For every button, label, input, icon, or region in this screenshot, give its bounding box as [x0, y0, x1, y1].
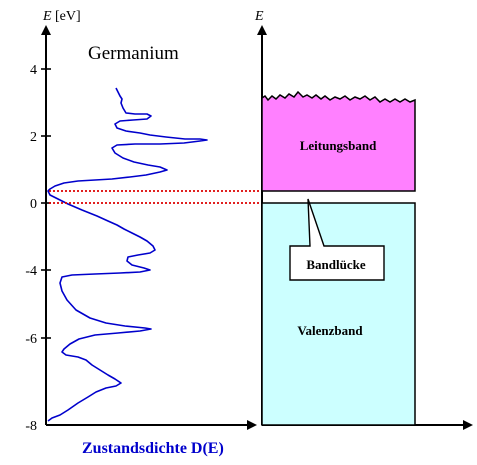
valence-band-label: Valenzband — [297, 323, 363, 338]
conduction-band — [261, 90, 416, 192]
callout-box — [289, 198, 385, 281]
tick-label-0: 0 — [30, 197, 37, 212]
material-title: Germanium — [88, 43, 179, 64]
right-axis-symbol: E — [254, 9, 264, 24]
band-gap-label: Bandlücke — [306, 257, 365, 272]
tick-label-m6: -6 — [25, 332, 37, 347]
tick-label-4: 4 — [30, 63, 37, 78]
left-axis-unit: [eV] — [55, 9, 81, 24]
left-axis-symbol: E — [42, 9, 52, 24]
x-axis-label: Zustandsdichte D(E) — [82, 440, 224, 457]
tick-label-m4: -4 — [25, 264, 37, 279]
band-gap-callout: Bandlücke — [289, 198, 385, 281]
tick-label-m8: -8 — [25, 419, 37, 434]
valence-band — [261, 202, 416, 426]
conduction-band-label: Leitungsband — [300, 138, 377, 153]
dos-curve — [47, 87, 208, 422]
tick-label-2: 2 — [30, 130, 37, 145]
